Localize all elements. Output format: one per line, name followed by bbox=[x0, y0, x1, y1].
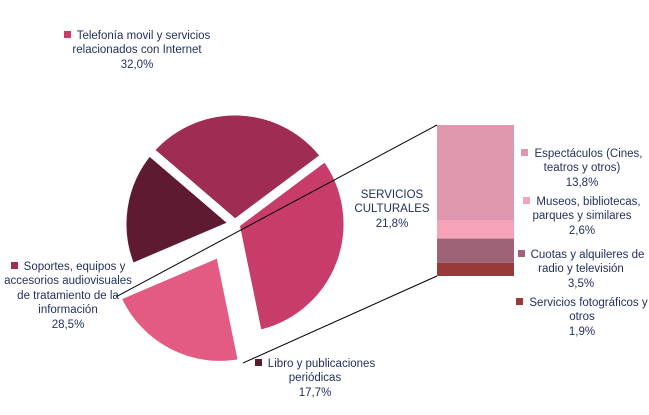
slice-text-soportes: Soportes, equipos y accesorios audiovisu… bbox=[4, 260, 132, 317]
bar-label-cuotas: Cuotas y alquileres de radio y televisió… bbox=[513, 233, 649, 306]
slice-text-telefonia: Telefonía movil y servicios relacionados… bbox=[72, 29, 211, 57]
legend-swatch-museos bbox=[523, 196, 531, 204]
pie-slice-libro bbox=[117, 145, 240, 273]
pie-slice-servicios-culturales bbox=[111, 247, 248, 370]
bar-value-museos: 2,6% bbox=[568, 224, 596, 237]
connector-line-bottom bbox=[242, 275, 438, 364]
pie-slice-soportes bbox=[144, 106, 330, 229]
bar-segment-museos bbox=[437, 220, 514, 239]
bar-value-espectaculos: 13,8% bbox=[565, 176, 599, 189]
pie-of-bar-chart bbox=[111, 106, 514, 370]
bar-text-cuotas: Cuotas y alquileres de radio y televisió… bbox=[530, 248, 645, 276]
slice-label-libro: Libro y publicaciones periódicas 17,7% bbox=[240, 342, 390, 415]
bar-label-espectaculos: Espectáculos (Cines, teatros y otros) 13… bbox=[515, 132, 649, 205]
slice-label-soportes: Soportes, equipos y accesorios audiovisu… bbox=[4, 245, 132, 347]
slice-value-soportes: 28,5% bbox=[51, 318, 85, 331]
legend-swatch-cuotas bbox=[517, 249, 525, 257]
slice-value-telefonia: 32,0% bbox=[120, 58, 154, 71]
bar-label-museos: Museos, bibliotecas, parques y similares… bbox=[515, 180, 649, 253]
bar-text-fotograficos: Servicios fotográficos y otros bbox=[529, 296, 648, 324]
chart: Telefonía movil y servicios relacionados… bbox=[4, 14, 649, 399]
bar-value-fotograficos: 1,9% bbox=[568, 325, 596, 338]
slice-value-libro: 17,7% bbox=[298, 386, 332, 399]
legend-swatch-espectaculos bbox=[521, 148, 529, 156]
bar-text-museos: Museos, bibliotecas, parques y similares bbox=[532, 195, 641, 223]
connector-line-top bbox=[115, 124, 438, 298]
slice-text-servicios-culturales: SERVICIOS CULTURALES bbox=[354, 188, 430, 216]
legend-swatch-fotograficos bbox=[516, 297, 524, 305]
legend-swatch-telefonia bbox=[63, 30, 71, 38]
slice-text-libro: Libro y publicaciones periódicas bbox=[267, 357, 376, 385]
legend-swatch-soportes bbox=[10, 261, 18, 269]
slice-label-telefonia: Telefonía movil y servicios relacionados… bbox=[62, 14, 212, 87]
bar-value-cuotas: 3,5% bbox=[567, 277, 595, 290]
bar-segment-cuotas bbox=[437, 238, 514, 263]
slice-value-servicios-culturales: 21,8% bbox=[375, 217, 409, 230]
bar-segment-espectaculos bbox=[437, 125, 514, 221]
pie-slice-telefonia bbox=[230, 151, 353, 340]
slice-label-servicios-culturales: SERVICIOS CULTURALES 21,8% bbox=[345, 173, 439, 246]
bar-label-fotograficos: Servicios fotográficos y otros 1,9% bbox=[515, 281, 649, 354]
bar-text-espectaculos: Espectáculos (Cines, teatros y otros) bbox=[534, 147, 643, 175]
legend-swatch-libro bbox=[254, 358, 262, 366]
bar-segment-fotograficos bbox=[437, 262, 514, 276]
